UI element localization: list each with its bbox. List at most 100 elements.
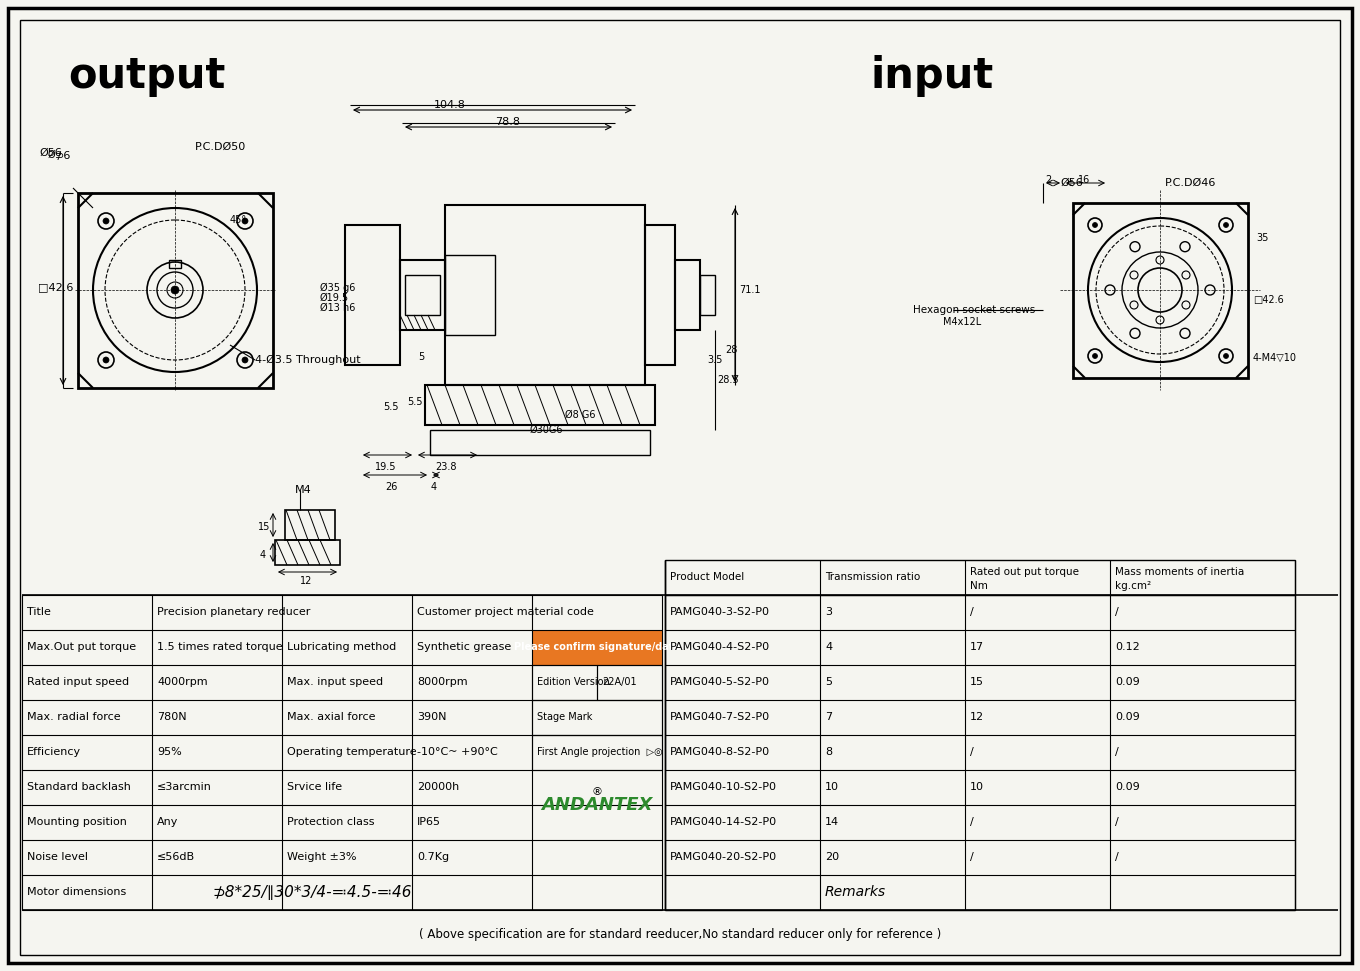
- Text: 23.8: 23.8: [435, 462, 457, 472]
- Text: Title: Title: [27, 607, 50, 617]
- Text: 8: 8: [826, 747, 832, 757]
- Text: PAMG040-8-S2-P0: PAMG040-8-S2-P0: [670, 747, 770, 757]
- Text: □42.6: □42.6: [38, 282, 73, 292]
- Bar: [700, 275, 715, 315]
- Text: PAMG040-4-S2-P0: PAMG040-4-S2-P0: [670, 642, 770, 652]
- Text: 17: 17: [970, 642, 985, 652]
- Text: Transmission ratio: Transmission ratio: [826, 572, 921, 582]
- Text: ≤3arcmin: ≤3arcmin: [156, 782, 212, 792]
- Text: Max. input speed: Max. input speed: [287, 677, 384, 687]
- Bar: [424, 385, 656, 425]
- Text: 22A/01: 22A/01: [602, 677, 636, 687]
- Text: Ø8 G6: Ø8 G6: [564, 410, 596, 420]
- Text: Customer project material code: Customer project material code: [418, 607, 594, 617]
- Text: ANDANTEX: ANDANTEX: [541, 796, 653, 814]
- Text: Ø30G6: Ø30G6: [530, 425, 563, 435]
- Text: Nm: Nm: [970, 581, 987, 591]
- Text: Max. radial force: Max. radial force: [27, 712, 121, 722]
- Text: 0.12: 0.12: [1115, 642, 1140, 652]
- Circle shape: [1224, 353, 1228, 358]
- Text: /: /: [1115, 747, 1119, 757]
- Text: Ø19.5: Ø19.5: [320, 293, 350, 303]
- Text: ⊅8*25/∥30*3/4-≕4.5-≕46: ⊅8*25/∥30*3/4-≕4.5-≕46: [212, 885, 412, 899]
- Text: 5: 5: [826, 677, 832, 687]
- Text: 3.5: 3.5: [707, 355, 722, 365]
- Text: 4: 4: [431, 482, 437, 492]
- Text: Srvice life: Srvice life: [287, 782, 343, 792]
- Text: ≤56dB: ≤56dB: [156, 852, 194, 862]
- Text: ⊅6: ⊅6: [54, 150, 71, 160]
- Text: □42.6: □42.6: [1253, 295, 1284, 305]
- Text: Max. axial force: Max. axial force: [287, 712, 375, 722]
- Text: PAMG040-3-S2-P0: PAMG040-3-S2-P0: [670, 607, 770, 617]
- Text: Standard backlash: Standard backlash: [27, 782, 131, 792]
- Text: 28.5: 28.5: [717, 375, 738, 385]
- Text: 95%: 95%: [156, 747, 182, 757]
- Text: /: /: [970, 607, 974, 617]
- Text: Operating temperature: Operating temperature: [287, 747, 416, 757]
- Text: ®: ®: [592, 787, 602, 797]
- Text: Any: Any: [156, 817, 178, 827]
- Text: 5: 5: [418, 352, 424, 362]
- Text: PAMG040-14-S2-P0: PAMG040-14-S2-P0: [670, 817, 777, 827]
- Text: Product Model: Product Model: [670, 572, 744, 582]
- Text: Ø56: Ø56: [39, 148, 61, 158]
- Bar: [405, 275, 441, 315]
- Bar: [78, 193, 273, 388]
- Text: 71.1: 71.1: [738, 285, 760, 295]
- Text: Please confirm signature/date: Please confirm signature/date: [514, 642, 680, 652]
- Text: 7: 7: [826, 712, 832, 722]
- Text: M4x12L: M4x12L: [942, 317, 982, 327]
- Circle shape: [171, 286, 180, 294]
- Text: Mass moments of inertia: Mass moments of inertia: [1115, 567, 1244, 577]
- Text: /: /: [1115, 817, 1119, 827]
- Text: 104.8: 104.8: [434, 100, 466, 110]
- Text: 10: 10: [970, 782, 985, 792]
- Text: Ø56: Ø56: [1059, 178, 1083, 188]
- Text: Motor dimensions: Motor dimensions: [27, 887, 126, 897]
- Text: 3: 3: [826, 607, 832, 617]
- Text: IP65: IP65: [418, 817, 441, 827]
- Text: 0.09: 0.09: [1115, 677, 1140, 687]
- Text: Weight ±3%: Weight ±3%: [287, 852, 356, 862]
- Text: 14: 14: [826, 817, 839, 827]
- Text: 1.5 times rated torque: 1.5 times rated torque: [156, 642, 283, 652]
- Bar: [345, 225, 400, 365]
- Text: Ø: Ø: [48, 150, 56, 160]
- Text: 10: 10: [826, 782, 839, 792]
- Text: 16: 16: [1078, 175, 1091, 185]
- Text: 26: 26: [385, 482, 397, 492]
- Text: P.C.DØ50: P.C.DØ50: [194, 142, 246, 152]
- Text: kg.cm²: kg.cm²: [1115, 581, 1151, 591]
- Text: /: /: [970, 852, 974, 862]
- Bar: [169, 260, 181, 268]
- Circle shape: [242, 218, 248, 224]
- Text: 0.09: 0.09: [1115, 782, 1140, 792]
- Text: P.C.DØ46: P.C.DØ46: [1166, 178, 1216, 188]
- Bar: [532, 735, 662, 770]
- Text: 35: 35: [1257, 233, 1269, 243]
- Text: 20: 20: [826, 852, 839, 862]
- Text: 5.5: 5.5: [384, 402, 398, 412]
- Text: Mounting position: Mounting position: [27, 817, 126, 827]
- Circle shape: [1092, 353, 1098, 358]
- Bar: [665, 560, 1295, 910]
- Bar: [645, 225, 675, 365]
- Text: 12: 12: [301, 576, 313, 586]
- Circle shape: [1224, 222, 1228, 227]
- Bar: [532, 700, 662, 735]
- Text: 20000h: 20000h: [418, 782, 460, 792]
- Text: 4000rpm: 4000rpm: [156, 677, 208, 687]
- Text: Max.Out put torque: Max.Out put torque: [27, 642, 136, 652]
- Text: Ø35 g6: Ø35 g6: [320, 283, 355, 293]
- Text: Remarks: Remarks: [826, 885, 887, 899]
- Text: PAMG040-7-S2-P0: PAMG040-7-S2-P0: [670, 712, 770, 722]
- Text: Noise level: Noise level: [27, 852, 88, 862]
- Circle shape: [103, 357, 109, 363]
- Text: Lubricating method: Lubricating method: [287, 642, 396, 652]
- Bar: [445, 255, 495, 335]
- Text: 0.7Kg: 0.7Kg: [418, 852, 449, 862]
- Text: Stage Mark: Stage Mark: [537, 712, 593, 722]
- Text: Efficiency: Efficiency: [27, 747, 82, 757]
- Text: output: output: [68, 55, 226, 97]
